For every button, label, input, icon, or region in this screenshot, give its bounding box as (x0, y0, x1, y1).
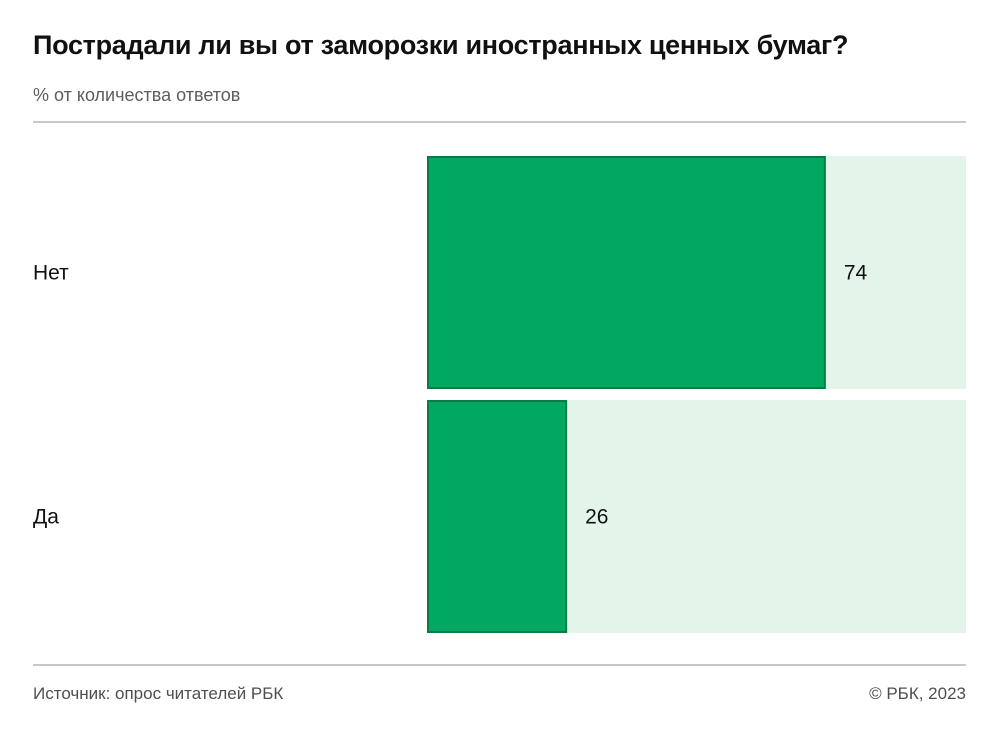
chart-subtitle: % от количества ответов (33, 85, 241, 105)
copyright-note: © РБК, 2023 (869, 684, 966, 703)
bar-row-1 (427, 156, 826, 389)
value-label-row-2: 26 (585, 506, 608, 529)
chart-title: Пострадали ли вы от заморозки иностранны… (33, 30, 849, 60)
bar-row-2 (427, 400, 568, 633)
category-label-row-1: Нет (33, 262, 69, 285)
category-label-row-2: Да (33, 506, 59, 529)
value-label-row-1: 74 (844, 262, 868, 285)
top-divider (33, 121, 966, 123)
bottom-divider (33, 664, 966, 666)
source-note: Источник: опрос читателей РБК (33, 684, 284, 703)
